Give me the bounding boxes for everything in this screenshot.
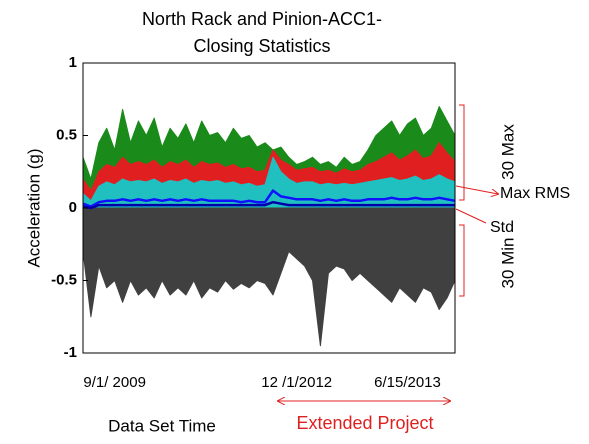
x-tick-label: 12 /1/2012: [261, 374, 332, 391]
y-tick-label: 0.5: [56, 126, 77, 143]
annotation: Extended Project: [296, 413, 433, 433]
y-tick-label: -0.5: [51, 271, 77, 288]
chart-title: North Rack and Pinion-ACC1-Closing Stati…: [141, 9, 383, 56]
max-bracket: [459, 104, 465, 201]
y-tick-label: 1: [69, 54, 77, 71]
min-bracket: [459, 224, 465, 297]
x-tick-label: 6/15/2013: [374, 374, 441, 391]
series-line: [82, 200, 455, 210]
series-area: [82, 156, 456, 209]
y-tick-label: -1: [64, 344, 77, 361]
annotation: 30 Min: [498, 237, 517, 288]
x-axis-label: Data Set Time: [108, 416, 216, 435]
annotation: 30 Max: [498, 124, 517, 180]
pointer-line: [455, 208, 487, 224]
arrow: [455, 185, 498, 194]
y-tick-label: 0: [69, 199, 77, 216]
annotation: Max RMS: [500, 185, 570, 202]
series-line: [82, 189, 456, 208]
series-area: [82, 207, 456, 347]
annotation: Std: [490, 219, 514, 236]
x-tick-label: 9/1/ 2009: [83, 374, 146, 391]
plot-area: [82, 106, 456, 347]
y-axis-label: Acceleration (g): [24, 148, 43, 267]
